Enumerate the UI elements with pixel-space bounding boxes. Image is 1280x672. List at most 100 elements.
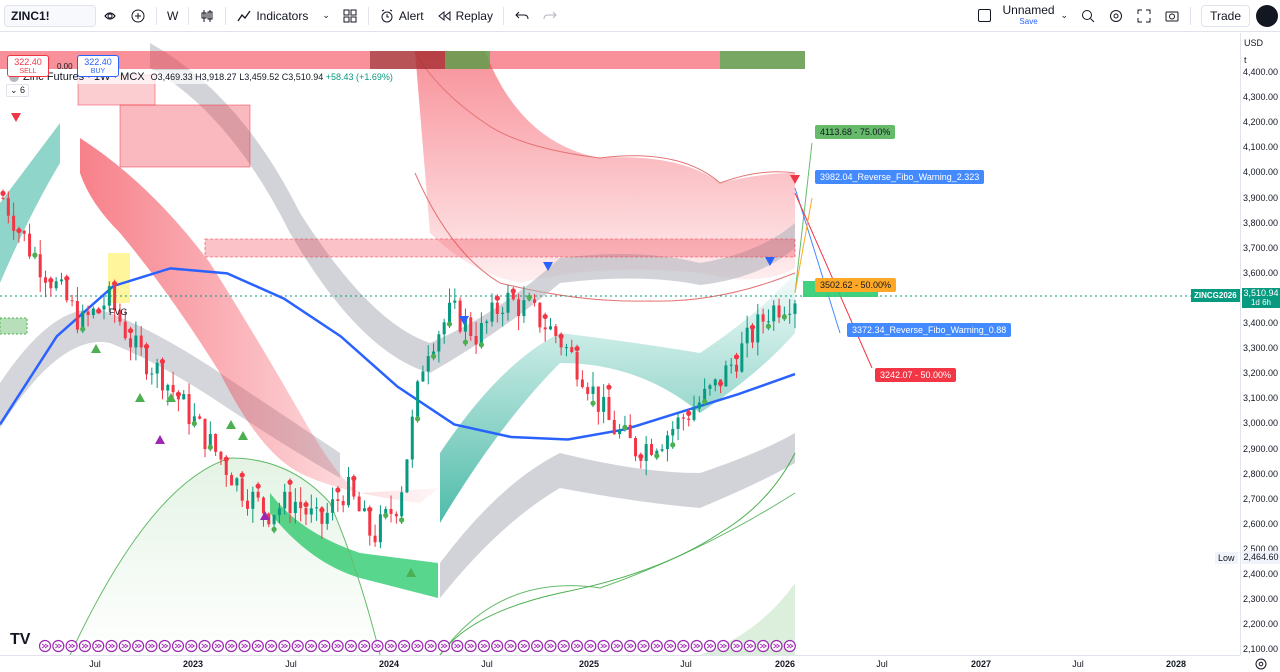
layout-checkbox[interactable] (972, 0, 997, 32)
candle-body (703, 388, 707, 403)
time-axis[interactable]: Jul 2023 Jul 2024 Jul 2025 Jul 2026 Jul 2027 Jul 20… (0, 655, 1240, 672)
signal-dot (494, 295, 500, 301)
legend-ohlc: O3,469.33 H3,918.27 L3,459.52 C3,510.94 … (151, 72, 393, 82)
candle-body (299, 501, 303, 509)
event-arrow-icon (121, 643, 129, 649)
candle-body (591, 386, 595, 394)
layouts-grid-icon[interactable] (336, 0, 364, 32)
candle-body (649, 444, 653, 455)
candle-body (70, 300, 74, 302)
signal-dot (143, 343, 150, 350)
signal-dot (686, 410, 692, 416)
signal-dot (335, 487, 341, 493)
sell-button[interactable]: 322.40 SELL (7, 55, 49, 77)
fullscreen-icon[interactable] (1130, 0, 1158, 32)
event-arrow-icon (267, 643, 275, 649)
buy-button[interactable]: 322.40 BUY (77, 55, 119, 77)
signal-dot (670, 442, 676, 448)
tradingview-logo[interactable]: TV (10, 631, 31, 648)
reverse-fibo-label-1: 3982.04_Reverse_Fibo_Warning_2.323 (815, 170, 985, 184)
layout-name: Unnamed Save (1003, 4, 1055, 27)
event-arrow-icon (161, 643, 169, 649)
moving-average-line (0, 267, 796, 441)
layout-menu[interactable]: Unnamed Save ⌄ (997, 0, 1075, 32)
outer-green-line (439, 452, 796, 655)
event-arrow-icon (613, 643, 621, 649)
indicators-icon (237, 10, 251, 21)
event-arrow-icon (746, 643, 754, 649)
candle-body (474, 335, 478, 345)
sell-signal-icon (790, 175, 800, 184)
candle-body (171, 384, 175, 393)
candle-body (134, 335, 138, 348)
unit-selector[interactable]: t (1244, 55, 1247, 65)
candle-body (676, 417, 680, 429)
candle-body (708, 385, 712, 389)
lower-green-outline-2 (439, 492, 796, 655)
quick-search-icon[interactable] (1074, 0, 1102, 32)
indicators-button[interactable]: Indicators ⌄ (230, 0, 336, 32)
candle-body (293, 501, 297, 514)
replay-label: Replay (455, 8, 493, 23)
signal-dot (574, 346, 580, 352)
candle-body (713, 379, 717, 386)
event-arrow-icon (573, 643, 581, 649)
chart-pane[interactable]: Zinc Futures · 1W · MCX O3,469.33 H3,918… (0, 33, 1240, 655)
buy-signal-icon (406, 568, 416, 577)
event-arrow-icon (241, 643, 249, 649)
compare-icon[interactable] (96, 0, 124, 32)
candle-body (697, 402, 701, 409)
camera-icon[interactable] (1158, 0, 1186, 32)
trade-button[interactable]: Trade (1201, 4, 1250, 27)
candle-body (410, 416, 414, 460)
candle-body (192, 416, 196, 425)
interval-button[interactable]: W (161, 0, 184, 32)
symbol-price-tag: ZINCG2026 (1191, 289, 1240, 302)
gear-icon[interactable] (1102, 0, 1130, 32)
signal-dot (207, 444, 213, 450)
axis-settings-icon[interactable] (1254, 657, 1268, 671)
price-tick: 2,400.00 (1242, 569, 1278, 579)
indicator-count-toggle[interactable]: ⌄ 6 (6, 84, 30, 97)
avatar[interactable] (1256, 4, 1278, 27)
signal-dot (96, 308, 102, 314)
undo-icon[interactable] (508, 0, 536, 32)
buy-signal-icon (166, 393, 176, 402)
signal-dot (383, 512, 389, 519)
sell-label: SELL (19, 68, 37, 75)
candle-body (145, 347, 149, 375)
add-symbol-icon[interactable] (124, 0, 152, 32)
currency-selector[interactable]: USD (1244, 38, 1264, 48)
redo-icon[interactable] (536, 0, 564, 32)
event-arrow-icon (374, 643, 382, 649)
event-arrow-icon (148, 643, 156, 649)
upper-red-cloud (415, 51, 795, 283)
signal-dot (351, 475, 357, 481)
alert-button[interactable]: Alert (373, 0, 430, 32)
candle-body (634, 438, 638, 457)
target-75-label: 4113.68 - 75.00% (815, 125, 896, 139)
green-support-band (270, 493, 438, 598)
fvg-label: FVG (109, 307, 128, 317)
event-arrow-icon (600, 643, 608, 649)
candle-body (687, 418, 691, 420)
signal-dot (112, 280, 118, 287)
event-arrow-icon (134, 643, 142, 649)
candle-body (240, 478, 244, 501)
candle-body (123, 321, 127, 339)
event-arrow-icon (347, 643, 355, 649)
signal-dot (430, 353, 437, 359)
divider (156, 6, 157, 25)
symbol-search[interactable]: ZINC1! (4, 4, 96, 27)
candle-body (575, 351, 579, 380)
candle-body (495, 302, 499, 314)
candle-body (490, 302, 494, 322)
alert-label: Alert (398, 8, 424, 23)
candle-body (522, 300, 526, 317)
lower-green-outline (69, 457, 381, 655)
price-axis[interactable]: USD t 4,400.00 4,300.00 4,200.00 4,100.00 4,… (1240, 33, 1280, 655)
replay-button[interactable]: Replay (430, 0, 499, 32)
chart-type-icon[interactable] (193, 0, 221, 32)
event-arrow-icon (414, 643, 422, 649)
candle-body (230, 474, 234, 486)
